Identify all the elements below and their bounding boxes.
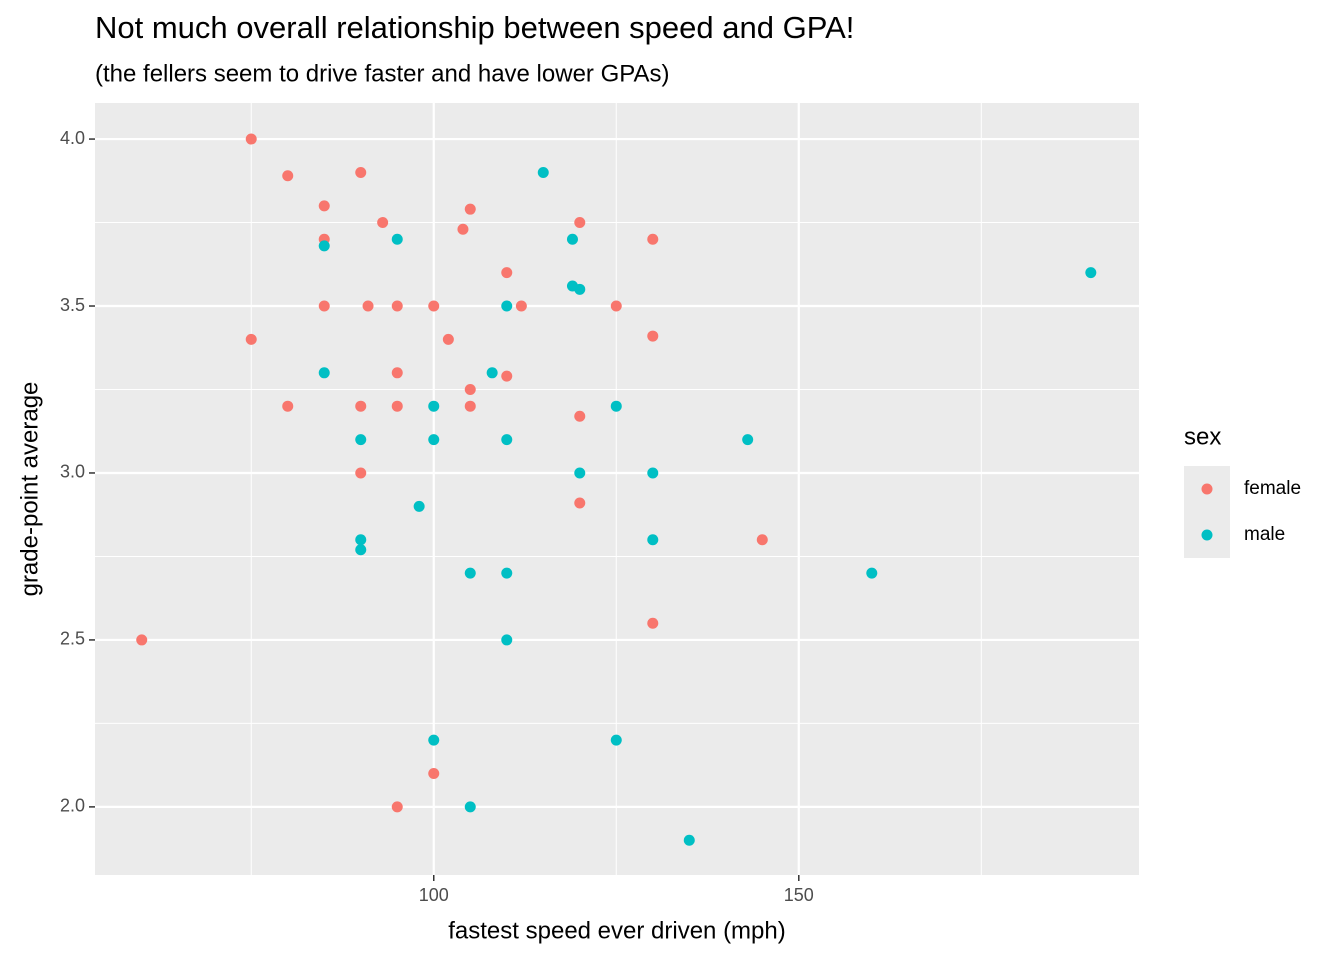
legend-marker <box>1201 483 1213 495</box>
point <box>136 634 148 646</box>
point <box>428 434 440 446</box>
point <box>742 434 754 446</box>
point <box>515 300 527 312</box>
panel <box>95 103 1139 875</box>
point <box>318 367 330 379</box>
point <box>355 467 367 479</box>
x-tick-label: 100 <box>419 885 449 905</box>
point <box>501 434 513 446</box>
point <box>282 170 294 182</box>
point <box>318 240 330 252</box>
point <box>391 300 403 312</box>
point <box>428 767 440 779</box>
point <box>245 133 257 145</box>
point <box>464 567 476 579</box>
point <box>501 300 513 312</box>
point <box>1085 267 1097 279</box>
y-tick-label: 4.0 <box>60 128 85 148</box>
legend-title: sex <box>1184 423 1221 450</box>
point <box>413 500 425 512</box>
point <box>457 223 469 235</box>
point <box>647 467 659 479</box>
chart-subtitle: (the fellers seem to drive faster and ha… <box>95 60 669 87</box>
point <box>610 734 622 746</box>
point <box>574 497 586 509</box>
x-axis-title: fastest speed ever driven (mph) <box>448 917 786 944</box>
point <box>245 333 257 345</box>
point <box>574 467 586 479</box>
point <box>610 400 622 412</box>
point <box>501 634 513 646</box>
y-axis-title: grade-point average <box>16 382 43 597</box>
point <box>574 217 586 229</box>
point <box>647 233 659 245</box>
point <box>355 434 367 446</box>
legend-label: female <box>1244 478 1301 499</box>
point <box>647 617 659 629</box>
point <box>355 400 367 412</box>
point <box>318 300 330 312</box>
point <box>574 283 586 295</box>
point <box>501 370 513 382</box>
point <box>756 534 768 546</box>
point <box>537 166 549 178</box>
point <box>610 300 622 312</box>
point <box>428 734 440 746</box>
point <box>866 567 878 579</box>
point <box>501 267 513 279</box>
point <box>501 567 513 579</box>
point <box>464 383 476 395</box>
y-tick-label: 3.0 <box>60 462 85 482</box>
point <box>486 367 498 379</box>
point <box>647 534 659 546</box>
point <box>464 400 476 412</box>
point <box>574 410 586 422</box>
point <box>683 834 695 846</box>
legend-label: male <box>1244 524 1285 545</box>
point <box>566 233 578 245</box>
x-tick-label: 150 <box>784 885 814 905</box>
point <box>428 400 440 412</box>
point <box>355 544 367 556</box>
chart-title: Not much overall relationship between sp… <box>95 10 854 45</box>
point <box>282 400 294 412</box>
point <box>362 300 374 312</box>
point <box>377 217 389 229</box>
point <box>464 203 476 215</box>
legend-marker <box>1201 529 1213 541</box>
point <box>428 300 440 312</box>
point <box>355 534 367 546</box>
point <box>647 330 659 342</box>
point <box>355 166 367 178</box>
point <box>391 400 403 412</box>
point <box>442 333 454 345</box>
point <box>391 801 403 813</box>
point <box>391 233 403 245</box>
y-tick-label: 3.5 <box>60 295 85 315</box>
y-tick-label: 2.0 <box>60 796 85 816</box>
point <box>464 801 476 813</box>
y-tick-label: 2.5 <box>60 629 85 649</box>
point <box>391 367 403 379</box>
point <box>318 200 330 212</box>
